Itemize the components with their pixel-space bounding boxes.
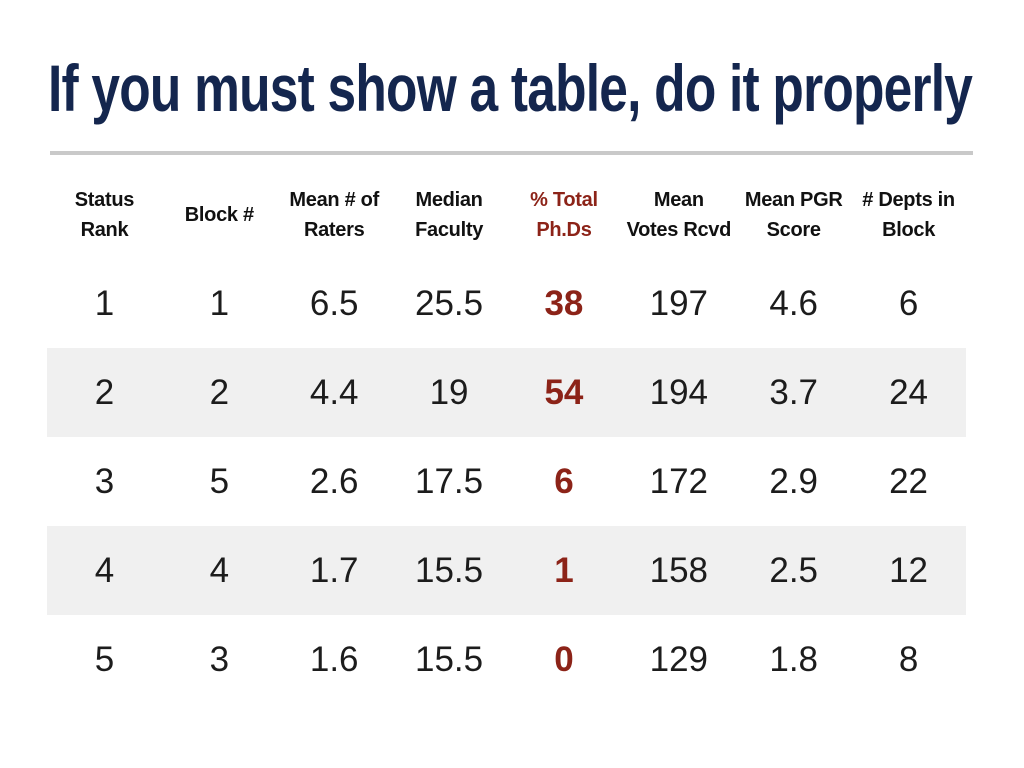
table-cell-pct-total-phds: 6 bbox=[554, 461, 574, 501]
column-header-mean-raters: Mean # of Raters bbox=[289, 188, 379, 241]
table-cell-pct-total-phds: 38 bbox=[544, 283, 584, 323]
table-cell-block-num: 3 bbox=[209, 639, 230, 679]
column-header-pct-total-phds: % Total Ph.Ds bbox=[530, 188, 598, 241]
table-row: 5 3 1.6 15.5 0 129 1.8 8 bbox=[47, 615, 966, 704]
table-row: 1 1 6.5 25.5 38 197 4.6 6 bbox=[47, 259, 966, 348]
table-cell-depts-in-block: 8 bbox=[898, 639, 919, 679]
table-cell-depts-in-block: 22 bbox=[889, 461, 929, 501]
table-cell-status-rank: 2 bbox=[94, 372, 115, 412]
column-header-block-num: Block # bbox=[184, 203, 254, 226]
table-cell-status-rank: 5 bbox=[94, 639, 115, 679]
table-cell-mean-votes: 158 bbox=[649, 550, 709, 590]
table-cell-median-faculty: 15.5 bbox=[415, 639, 484, 679]
table-cell-mean-pgr-score: 4.6 bbox=[769, 283, 819, 323]
table-cell-mean-pgr-score: 1.8 bbox=[769, 639, 819, 679]
table-cell-mean-raters: 2.6 bbox=[309, 461, 359, 501]
column-header-depts-in-block: # Depts in Block bbox=[862, 188, 955, 241]
table-cell-depts-in-block: 6 bbox=[898, 283, 919, 323]
table-cell-mean-votes: 194 bbox=[649, 372, 709, 412]
table-cell-pct-total-phds: 0 bbox=[554, 639, 574, 679]
table-cell-median-faculty: 25.5 bbox=[415, 283, 484, 323]
slide-title: If you must show a table, do it properly bbox=[48, 51, 973, 125]
table-cell-mean-raters: 1.7 bbox=[309, 550, 359, 590]
table-cell-status-rank: 3 bbox=[94, 461, 115, 501]
table-row: 4 4 1.7 15.5 1 158 2.5 12 bbox=[47, 526, 966, 615]
table-cell-mean-votes: 197 bbox=[649, 283, 709, 323]
data-table: Status Rank Block # Mean # of Raters Median… bbox=[47, 170, 966, 704]
table-cell-block-num: 4 bbox=[209, 550, 230, 590]
table-cell-pct-total-phds: 54 bbox=[544, 372, 584, 412]
title-divider bbox=[50, 151, 973, 155]
table-cell-mean-votes: 129 bbox=[649, 639, 709, 679]
table-cell-mean-votes: 172 bbox=[649, 461, 709, 501]
table-cell-median-faculty: 15.5 bbox=[415, 550, 484, 590]
table-cell-median-faculty: 17.5 bbox=[415, 461, 484, 501]
table-cell-mean-raters: 6.5 bbox=[309, 283, 359, 323]
table-cell-mean-raters: 1.6 bbox=[309, 639, 359, 679]
column-header-mean-pgr-score: Mean PGR Score bbox=[744, 188, 843, 241]
table-header-row: Status Rank Block # Mean # of Raters Median… bbox=[47, 170, 966, 259]
table-cell-status-rank: 4 bbox=[94, 550, 115, 590]
table-cell-block-num: 2 bbox=[209, 372, 230, 412]
table-cell-median-faculty: 19 bbox=[429, 372, 469, 412]
table-cell-depts-in-block: 12 bbox=[889, 550, 929, 590]
table-row: 3 5 2.6 17.5 6 172 2.9 22 bbox=[47, 437, 966, 526]
table-cell-status-rank: 1 bbox=[94, 283, 115, 323]
table-cell-mean-pgr-score: 2.9 bbox=[769, 461, 819, 501]
table-cell-block-num: 5 bbox=[209, 461, 230, 501]
table-cell-mean-pgr-score: 3.7 bbox=[769, 372, 819, 412]
table-cell-depts-in-block: 24 bbox=[889, 372, 929, 412]
column-header-median-faculty: Median Faculty bbox=[415, 188, 484, 241]
table-cell-mean-raters: 4.4 bbox=[309, 372, 359, 412]
table-body: 1 1 6.5 25.5 38 197 4.6 6 2 2 4.4 19 54 194 3.7 24 3 5 2.6… bbox=[47, 259, 966, 704]
table-cell-mean-pgr-score: 2.5 bbox=[769, 550, 819, 590]
table-row: 2 2 4.4 19 54 194 3.7 24 bbox=[47, 348, 966, 437]
column-header-mean-votes: Mean Votes Rcvd bbox=[626, 188, 732, 241]
table-cell-pct-total-phds: 1 bbox=[554, 550, 574, 590]
table-cell-block-num: 1 bbox=[209, 283, 230, 323]
column-header-status-rank: Status Rank bbox=[74, 188, 135, 241]
